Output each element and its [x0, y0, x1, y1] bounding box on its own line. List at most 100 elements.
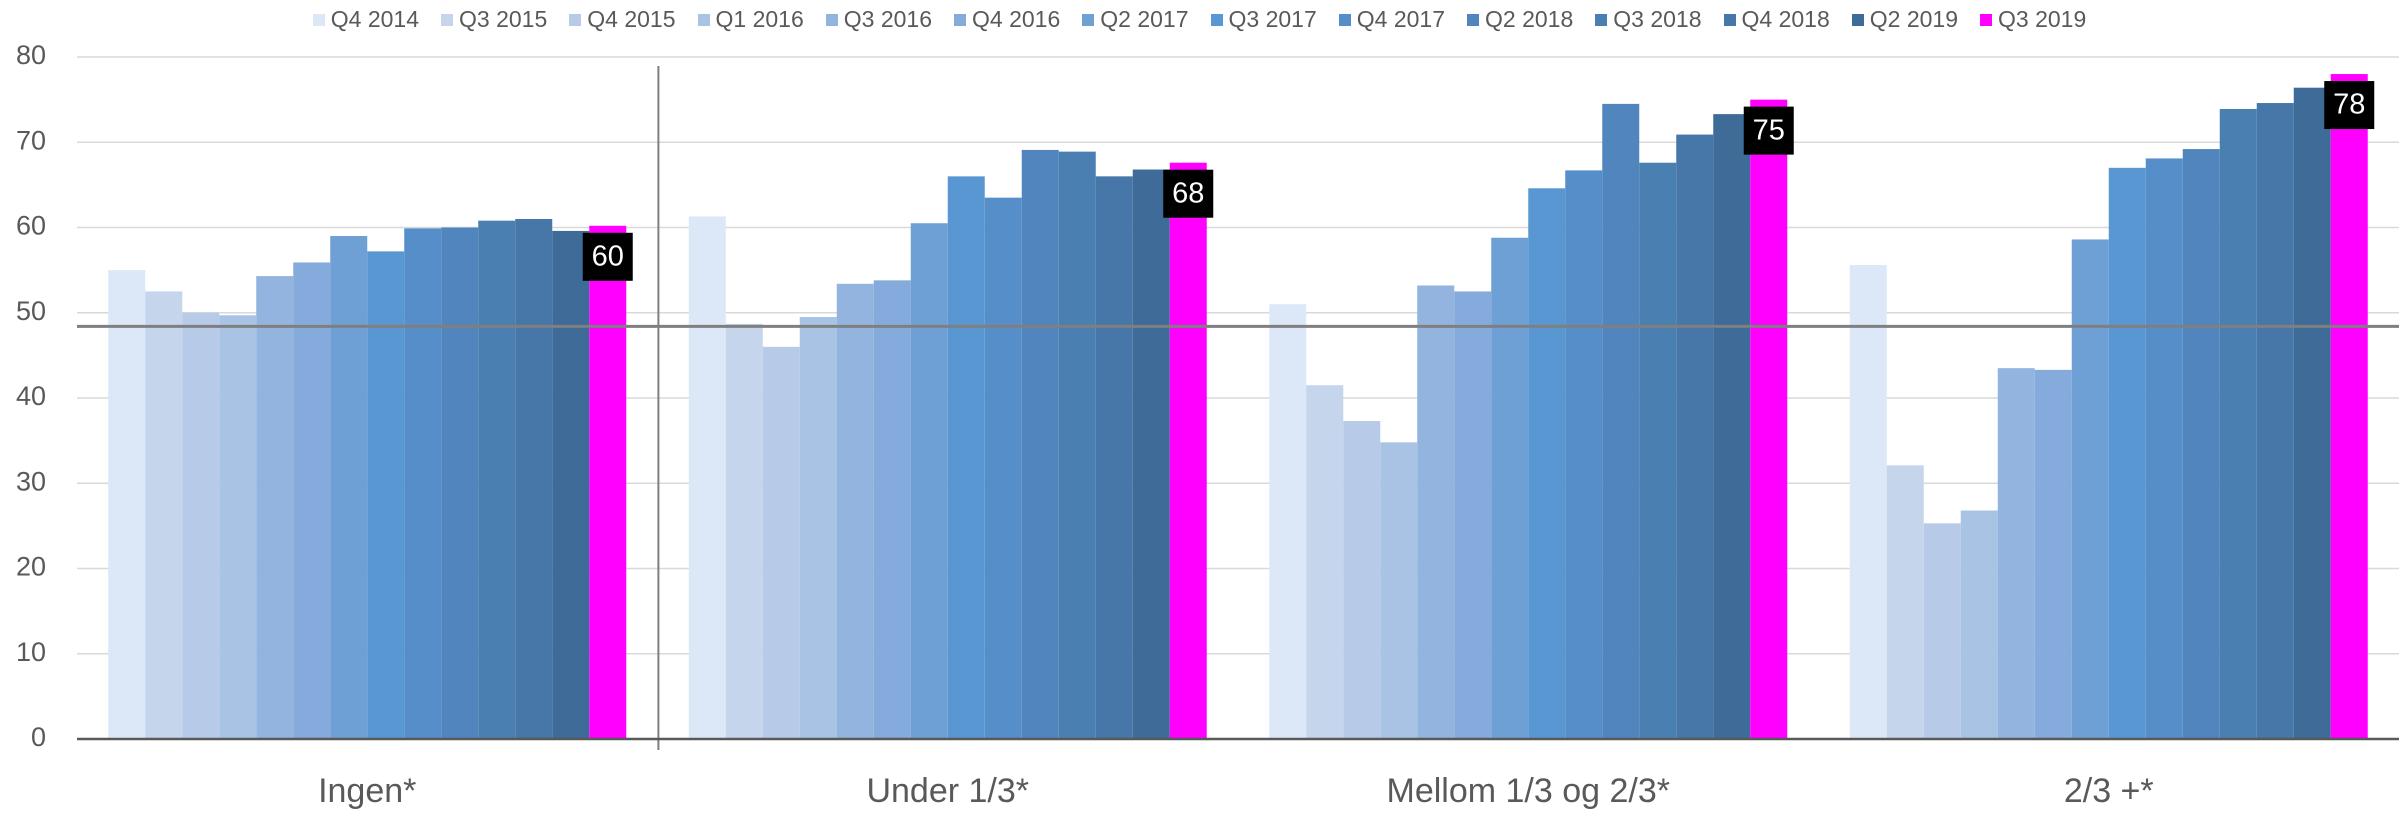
legend-item: Q4 2016: [954, 6, 1060, 33]
value-label: 78: [2333, 89, 2365, 121]
bar: [1750, 99, 1788, 739]
legend-label: Q2 2018: [1485, 6, 1574, 32]
bar: [367, 251, 405, 739]
legend-item: Q3 2019: [1980, 6, 2086, 33]
bar: [108, 270, 146, 739]
legend-swatch: [1723, 13, 1736, 26]
legend-item: Q2 2018: [1467, 6, 1573, 33]
bar: [1454, 291, 1492, 739]
bar: [1997, 368, 2035, 739]
bar: [1417, 285, 1455, 739]
bar: [1343, 421, 1381, 739]
legend-swatch: [1851, 13, 1864, 26]
bar: [589, 225, 627, 740]
legend-label: Q4 2016: [972, 6, 1061, 32]
bar: [1923, 523, 1961, 739]
bar: [441, 227, 479, 739]
x-tick-label: Under 1/3*: [866, 772, 1029, 810]
legend-swatch: [1595, 13, 1608, 26]
legend-item: Q2 2017: [1082, 6, 1189, 33]
bar: [1021, 149, 1059, 740]
y-tick-label: 30: [16, 466, 46, 496]
bar: [219, 315, 257, 739]
y-tick-label: 10: [16, 637, 46, 667]
value-label: 60: [592, 240, 624, 272]
legend-label: Q3 2016: [843, 6, 932, 32]
y-tick-label: 50: [16, 296, 46, 326]
bar: [1169, 162, 1207, 739]
bar: [182, 312, 220, 739]
y-tick-label: 40: [16, 381, 46, 411]
y-tick-label: 20: [16, 552, 46, 582]
bar: [293, 262, 331, 739]
bar: [1565, 170, 1603, 739]
bar: [947, 176, 985, 740]
legend-label: Q3 2018: [1613, 6, 1702, 32]
bar: [910, 223, 948, 740]
legend-label: Q4 2015: [587, 6, 676, 32]
bar: [1491, 237, 1529, 740]
bar: [552, 230, 590, 739]
legend-item: Q1 2016: [697, 6, 804, 33]
bar: [836, 283, 874, 739]
bar: [1132, 169, 1170, 739]
legend-item: Q4 2014: [312, 6, 419, 33]
bar: [2034, 369, 2072, 739]
legend: Q4 2014 Q3 2015 Q4 2015 Q1 2016 Q3 2016 Q4 20…: [0, 6, 2399, 33]
bar: [1528, 188, 1566, 739]
bar: [2145, 158, 2183, 739]
legend-item: Q4 2015: [569, 6, 676, 33]
y-tick-label: 60: [16, 211, 46, 241]
legend-label: Q2 2019: [1869, 6, 1958, 32]
legend-item: Q3 2015: [441, 6, 547, 33]
legend-label: Q3 2017: [1228, 6, 1317, 32]
legend-label: Q3 2019: [1998, 6, 2087, 32]
value-label-box: [1743, 106, 1794, 155]
y-tick-label: 70: [16, 125, 46, 155]
bar: [2330, 74, 2368, 740]
legend-swatch: [1338, 13, 1351, 26]
bar: [2182, 149, 2220, 739]
legend-swatch: [954, 13, 966, 26]
value-label: 75: [1753, 114, 1785, 146]
legend-swatch: [1980, 13, 1992, 26]
legend-label: Q4 2018: [1741, 6, 1830, 32]
bar: [256, 276, 294, 739]
bar: [762, 346, 800, 739]
bar: [2219, 109, 2257, 739]
legend-label: Q3 2015: [459, 6, 548, 32]
bar: [725, 323, 763, 739]
legend-swatch: [1467, 13, 1479, 26]
legend-swatch: [825, 13, 838, 26]
legend-item: Q2 2019: [1851, 6, 1958, 33]
bar: [1602, 103, 1640, 739]
bar: [873, 280, 911, 739]
legend-swatch: [312, 13, 325, 26]
bar: [1676, 134, 1714, 739]
legend-label: Q4 2017: [1356, 6, 1445, 32]
bar: [145, 291, 183, 739]
y-tick-label: 80: [16, 40, 46, 70]
bar: [799, 317, 837, 739]
legend-item: Q3 2018: [1595, 6, 1702, 33]
value-label-box: [582, 232, 633, 281]
legend-label: Q1 2016: [715, 6, 804, 32]
bar: [1095, 176, 1133, 740]
bar: [1639, 162, 1677, 739]
bar: [330, 236, 368, 739]
legend-item: Q3 2017: [1210, 6, 1317, 33]
bar: [515, 218, 553, 740]
value-label: 68: [1172, 177, 1204, 209]
bar: [1058, 151, 1096, 739]
bar: [478, 220, 516, 739]
bar: [2293, 87, 2331, 739]
legend-item: Q3 2016: [825, 6, 932, 33]
bar: [1960, 510, 1998, 739]
legend-swatch: [1210, 13, 1223, 26]
bar: [404, 228, 442, 740]
bar: [1380, 442, 1418, 739]
bar: [2071, 239, 2109, 739]
legend-swatch: [441, 13, 453, 26]
